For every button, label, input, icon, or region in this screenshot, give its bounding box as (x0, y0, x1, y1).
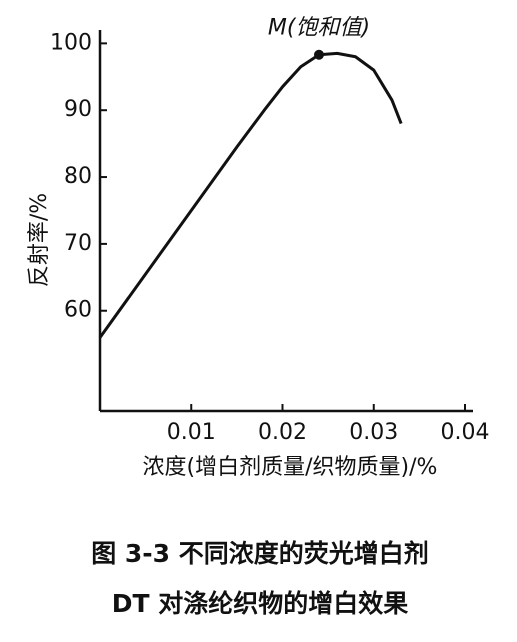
x-tick-label: 0.01 (167, 420, 216, 445)
x-axis-label: 浓度(增白剂质量/织物质量)/% (143, 455, 438, 480)
x-tick-label: 0.03 (349, 420, 398, 445)
y-tick-label: 80 (64, 164, 92, 189)
x-tick-label: 0.04 (441, 420, 490, 445)
y-tick-label: 90 (64, 97, 92, 122)
y-tick-label: 70 (64, 231, 92, 256)
data-line (98, 51, 403, 339)
saturation-point (314, 49, 324, 60)
x-tick-label: 0.02 (258, 420, 307, 445)
caption-line: 图 3-3 不同浓度的荧光增白剂 (91, 539, 429, 568)
annotation: M(饱和值) (268, 16, 370, 41)
y-axis-label: 反射率/% (27, 193, 52, 287)
caption-line: DT 对涤纶织物的增白效果 (112, 589, 409, 618)
y-tick-label: 100 (50, 30, 92, 55)
y-tick-label: 60 (64, 298, 92, 323)
